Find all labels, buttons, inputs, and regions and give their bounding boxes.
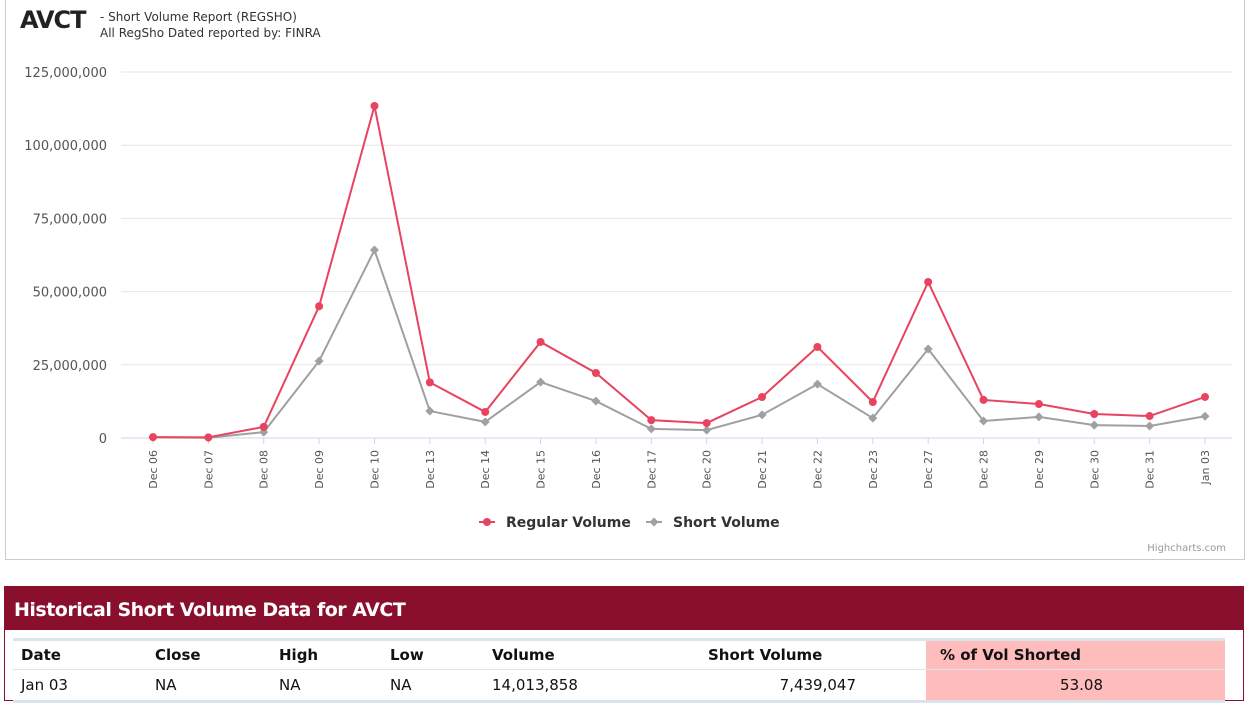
cell-high: NA <box>271 669 382 703</box>
data-point-regular <box>702 419 711 428</box>
x-tick-label: Dec 14 <box>479 450 492 489</box>
x-tick-label: Dec 13 <box>424 450 437 489</box>
data-point-regular <box>1034 400 1043 409</box>
historical-table-panel: Historical Short Volume Data for AVCT Da… <box>4 586 1244 703</box>
x-tick-label: Dec 30 <box>1088 450 1101 489</box>
table-header-row: Date Close High Low Volume Short Volume … <box>13 638 1225 670</box>
data-point-short <box>868 413 878 423</box>
data-point-regular <box>868 397 877 406</box>
data-point-regular <box>370 101 379 110</box>
data-point-short <box>923 344 933 354</box>
highcharts-credits[interactable]: Highcharts.com <box>1147 543 1226 554</box>
x-tick-label: Dec 10 <box>368 450 381 489</box>
data-point-short <box>1034 412 1044 422</box>
col-date: Date <box>13 638 147 670</box>
col-low: Low <box>382 638 484 670</box>
data-point-short <box>480 417 490 427</box>
data-point-short <box>1200 411 1210 421</box>
data-point-short <box>1145 421 1155 431</box>
y-tick-label: 125,000,000 <box>24 66 107 81</box>
line-chart: 0 25,000,000 50,000,000 75,000,000 100,000,0… <box>24 66 1232 531</box>
short-volume-table: Date Close High Low Volume Short Volume … <box>13 638 1225 703</box>
legend-item-label[interactable]: Regular Volume <box>506 515 631 531</box>
x-tick-label: Dec 07 <box>202 450 215 489</box>
data-point-regular <box>591 368 600 377</box>
legend-marker-regular <box>483 518 491 526</box>
data-point-short <box>591 396 601 406</box>
y-tick-label: 50,000,000 <box>33 286 107 301</box>
cell-close: NA <box>147 669 271 703</box>
col-close: Close <box>147 638 271 670</box>
y-tick-label: 0 <box>99 432 107 447</box>
data-point-regular <box>149 433 157 442</box>
x-tick-label: Dec 28 <box>978 450 991 489</box>
data-point-regular <box>425 378 434 387</box>
data-point-short <box>812 379 822 389</box>
data-point-short <box>702 425 712 435</box>
data-point-short <box>646 424 656 434</box>
legend-item-label[interactable]: Short Volume <box>673 515 780 531</box>
report-source: All RegSho Dated reported by: FINRA <box>100 26 321 40</box>
data-point-short <box>425 406 435 416</box>
data-point-regular <box>536 337 545 346</box>
data-point-short <box>757 410 767 420</box>
x-tick-label: Dec 27 <box>922 450 935 489</box>
col-volume: Volume <box>484 638 700 670</box>
cell-date: Jan 03 <box>13 669 147 703</box>
col-pct-shorted: % of Vol Shorted <box>926 638 1225 670</box>
data-point-regular <box>1145 412 1154 421</box>
x-tick-label: Dec 15 <box>535 450 548 489</box>
x-tick-label: Dec 08 <box>258 450 271 489</box>
data-point-short <box>314 356 324 366</box>
x-tick-label: Jan 03 <box>1199 450 1212 485</box>
x-tick-label: Dec 06 <box>147 450 160 489</box>
col-high: High <box>271 638 382 670</box>
data-point-regular <box>1201 392 1209 401</box>
legend-marker-short <box>649 517 659 527</box>
x-tick-label: Dec 21 <box>756 450 769 489</box>
data-point-regular <box>979 395 988 404</box>
cell-volume: 14,013,858 <box>484 669 700 703</box>
data-point-regular <box>924 277 933 286</box>
y-tick-label: 25,000,000 <box>33 359 107 374</box>
series-line-regular <box>152 105 1206 439</box>
data-point-short <box>369 245 379 255</box>
data-point-regular <box>1090 409 1099 418</box>
x-tick-label: Dec 16 <box>590 450 603 489</box>
x-tick-label: Dec 20 <box>701 450 714 489</box>
data-point-short <box>536 377 546 387</box>
table-title: Historical Short Volume Data for AVCT <box>5 587 1243 630</box>
series-line-short <box>152 247 1206 439</box>
data-point-regular <box>758 393 767 402</box>
table-row: Jan 03 NA NA NA 14,013,858 7,439,047 53.… <box>13 669 1225 703</box>
ticker-title: AVCT <box>20 6 87 34</box>
cell-pct-shorted: 53.08 <box>926 669 1225 703</box>
data-point-regular <box>481 407 490 416</box>
cell-low: NA <box>382 669 484 703</box>
x-tick-label: Dec 23 <box>867 450 880 489</box>
x-tick-label: Dec 22 <box>811 450 824 489</box>
data-point-short <box>979 416 989 426</box>
cell-short-volume: 7,439,047 <box>700 669 926 703</box>
data-point-regular <box>813 342 822 351</box>
y-tick-label: 75,000,000 <box>33 212 107 227</box>
data-point-regular <box>647 416 656 425</box>
data-point-short <box>1089 420 1099 430</box>
chart-subtitle: - Short Volume Report (REGSHO) All RegSh… <box>100 9 321 41</box>
data-point-regular <box>204 433 213 442</box>
data-point-regular <box>315 302 324 311</box>
chart-container: AVCT - Short Volume Report (REGSHO) All … <box>5 0 1245 560</box>
x-tick-label: Dec 31 <box>1144 450 1157 489</box>
x-tick-label: Dec 09 <box>313 450 326 489</box>
x-tick-label: Dec 17 <box>645 450 658 489</box>
data-point-regular <box>259 422 268 431</box>
y-tick-label: 100,000,000 <box>24 139 107 154</box>
col-short-volume: Short Volume <box>700 638 926 670</box>
x-tick-label: Dec 29 <box>1033 450 1046 489</box>
report-subtitle: - Short Volume Report (REGSHO) <box>100 10 297 24</box>
